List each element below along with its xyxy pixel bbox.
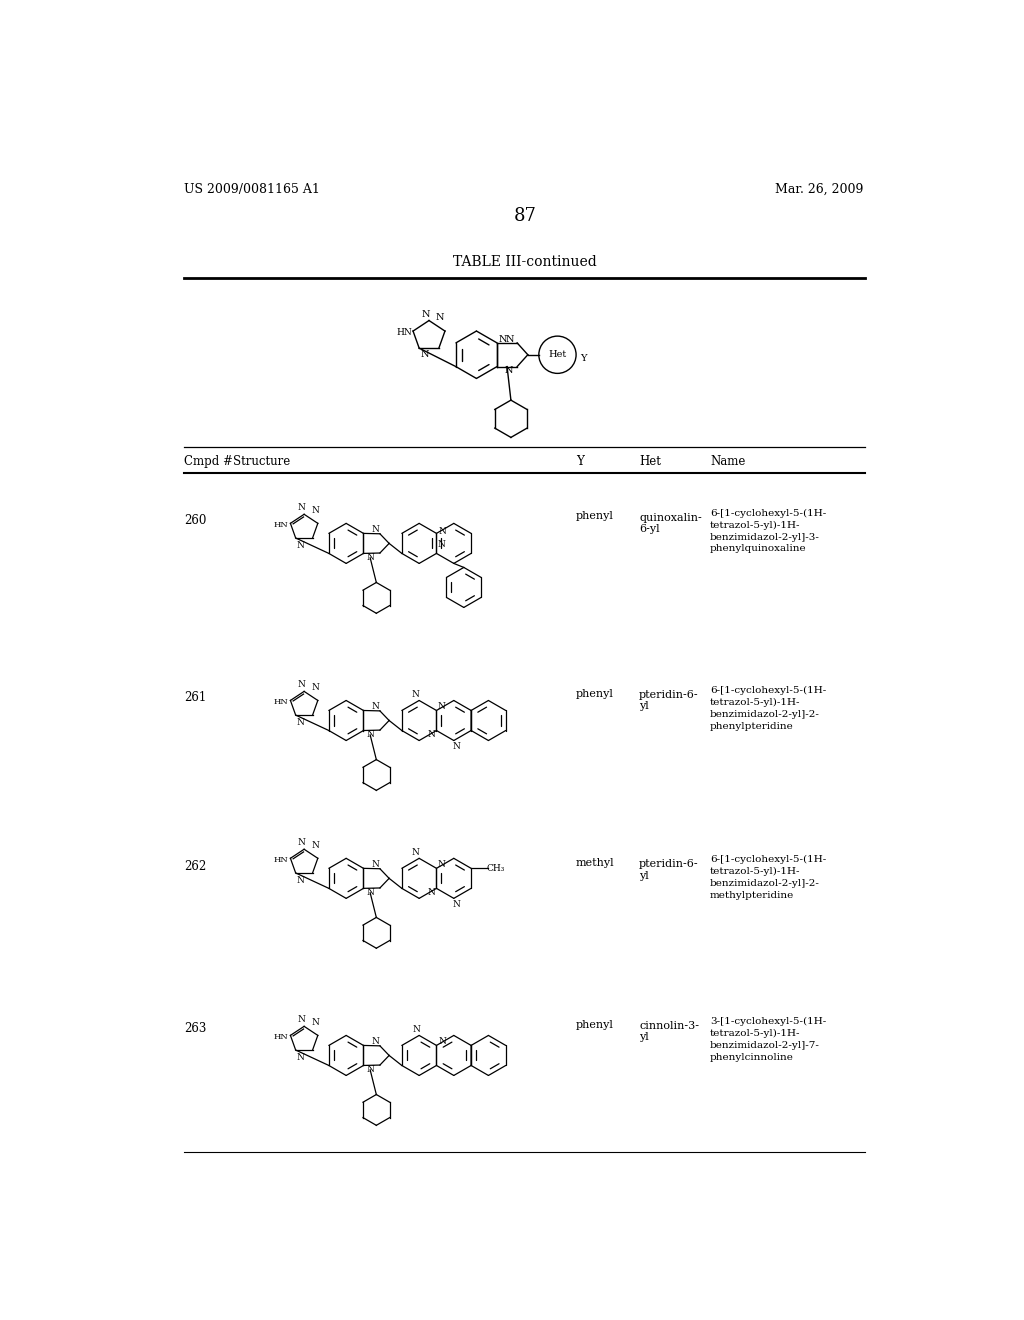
Text: 6-[1-cyclohexyl-5-(1H-
tetrazol-5-yl)-1H-
benzimidazol-2-yl]-2-
phenylpteridine: 6-[1-cyclohexyl-5-(1H- tetrazol-5-yl)-1H… — [710, 686, 826, 730]
Text: phenyl: phenyl — [577, 689, 614, 698]
Text: Het: Het — [548, 350, 566, 359]
Text: N: N — [505, 335, 514, 345]
Text: Y: Y — [577, 454, 584, 467]
Text: N: N — [296, 1052, 304, 1061]
Text: US 2009/0081165 A1: US 2009/0081165 A1 — [184, 182, 321, 195]
Text: 87: 87 — [513, 207, 537, 226]
Text: pteridin-6-
yl: pteridin-6- yl — [639, 689, 698, 711]
Text: N: N — [311, 1018, 319, 1027]
Text: N: N — [438, 861, 445, 869]
Text: Structure: Structure — [233, 454, 291, 467]
Text: N: N — [372, 1038, 380, 1047]
Text: N: N — [499, 334, 508, 343]
Text: cinnolin-3-
yl: cinnolin-3- yl — [639, 1020, 699, 1043]
Text: pteridin-6-
yl: pteridin-6- yl — [639, 859, 698, 880]
Text: N: N — [298, 1015, 306, 1024]
Text: N: N — [412, 847, 419, 857]
Text: quinoxalin-
6-yl: quinoxalin- 6-yl — [639, 512, 701, 535]
Text: N: N — [311, 682, 319, 692]
Text: N: N — [298, 680, 306, 689]
Text: Het: Het — [639, 454, 662, 467]
Text: 260: 260 — [184, 513, 207, 527]
Text: N: N — [372, 702, 380, 711]
Text: N: N — [412, 690, 419, 698]
Text: N: N — [438, 702, 445, 711]
Text: N: N — [438, 527, 446, 536]
Text: N: N — [372, 525, 380, 535]
Text: N: N — [505, 366, 513, 375]
Text: HN: HN — [396, 329, 413, 337]
Text: 6-[1-cyclohexyl-5-(1H-
tetrazol-5-yl)-1H-
benzimidazol-2-yl]-3-
phenylquinoxalin: 6-[1-cyclohexyl-5-(1H- tetrazol-5-yl)-1H… — [710, 508, 826, 553]
Text: N: N — [453, 742, 460, 751]
Text: N: N — [438, 540, 445, 549]
Text: N: N — [427, 730, 435, 739]
Text: N: N — [367, 730, 374, 739]
Text: N: N — [367, 888, 374, 898]
Text: Mar. 26, 2009: Mar. 26, 2009 — [775, 182, 864, 195]
Text: N: N — [422, 310, 430, 319]
Text: N: N — [420, 350, 429, 359]
Text: 261: 261 — [184, 690, 207, 704]
Text: N: N — [453, 900, 460, 909]
Text: N: N — [298, 838, 306, 847]
Text: 6-[1-cyclohexyl-5-(1H-
tetrazol-5-yl)-1H-
benzimidazol-2-yl]-2-
methylpteridine: 6-[1-cyclohexyl-5-(1H- tetrazol-5-yl)-1H… — [710, 855, 826, 900]
Text: N: N — [296, 541, 304, 549]
Text: HN: HN — [273, 857, 289, 865]
Text: Y: Y — [581, 354, 587, 363]
Text: N: N — [427, 888, 435, 896]
Text: HN: HN — [273, 521, 289, 529]
Text: methyl: methyl — [577, 858, 614, 869]
Text: N: N — [311, 841, 319, 850]
Text: phenyl: phenyl — [577, 511, 614, 521]
Text: N: N — [438, 1038, 446, 1045]
Text: N: N — [298, 503, 306, 512]
Text: 263: 263 — [184, 1022, 207, 1035]
Text: HN: HN — [273, 1034, 289, 1041]
Text: N: N — [435, 313, 444, 322]
Text: N: N — [372, 861, 380, 869]
Text: 3-[1-cyclohexyl-5-(1H-
tetrazol-5-yl)-1H-
benzimidazol-2-yl]-7-
phenylcinnoline: 3-[1-cyclohexyl-5-(1H- tetrazol-5-yl)-1H… — [710, 1016, 826, 1061]
Text: N: N — [367, 1065, 374, 1074]
Text: N: N — [296, 718, 304, 727]
Text: N: N — [296, 875, 304, 884]
Text: 262: 262 — [184, 861, 207, 874]
Text: HN: HN — [273, 698, 289, 706]
Text: N: N — [367, 553, 374, 562]
Text: TABLE III-continued: TABLE III-continued — [453, 255, 597, 269]
Text: phenyl: phenyl — [577, 1019, 614, 1030]
Text: N: N — [413, 1024, 421, 1034]
Text: Name: Name — [710, 454, 745, 467]
Text: N: N — [311, 506, 319, 515]
Text: CH₃: CH₃ — [486, 863, 505, 873]
Text: Cmpd #: Cmpd # — [184, 454, 233, 467]
